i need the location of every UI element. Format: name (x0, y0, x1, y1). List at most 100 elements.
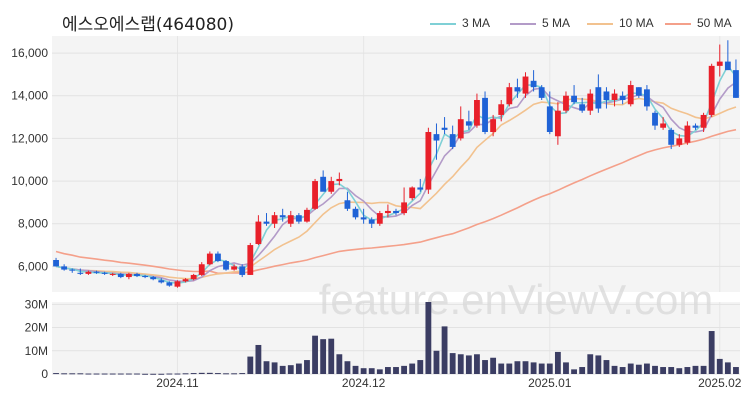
legend-label-5ma: 5 MA (542, 16, 571, 30)
volume-bar (457, 354, 464, 374)
volume-bar (530, 362, 537, 374)
candle-down (320, 176, 327, 192)
volume-bar (644, 363, 650, 374)
candle-up (271, 215, 278, 224)
volume-bar (287, 365, 294, 374)
candle-down (546, 106, 553, 132)
volume-bar (142, 373, 148, 375)
volume-bar (425, 302, 432, 374)
candle-up (206, 253, 213, 265)
candle-down (69, 269, 76, 271)
candle-down (417, 187, 424, 190)
volume-bar (514, 361, 521, 374)
candle-down (514, 87, 521, 92)
volume-bar (482, 360, 488, 374)
volume-bar (166, 373, 173, 375)
volume-bar (61, 373, 68, 375)
volume-bar (239, 373, 246, 375)
volume-bar (563, 362, 569, 374)
candle-up (182, 279, 189, 282)
volume-panel (52, 302, 740, 374)
x-tick-label: 2024.11 (156, 376, 199, 390)
candle-down (263, 221, 270, 224)
candle-down (166, 282, 173, 286)
candle-down (644, 89, 650, 107)
candle-up (401, 202, 408, 214)
candle-up (457, 119, 464, 139)
volume-bar (635, 364, 642, 374)
price-tick-label: 6,000 (18, 259, 48, 273)
candle-up (627, 85, 634, 105)
volume-bar (708, 331, 715, 374)
volume-bar (352, 365, 359, 374)
candle-up (708, 65, 715, 115)
chart-legend: 3 MA 5 MA 10 MA 50 MA (430, 16, 740, 32)
volume-bar (271, 362, 278, 374)
volume-tick-label: 20M (25, 321, 48, 335)
candle-up (190, 274, 197, 280)
volume-bar (304, 360, 310, 374)
volume-bar (336, 354, 343, 374)
volume-bar (498, 363, 505, 374)
candle-up (554, 110, 561, 137)
volume-bar (384, 367, 391, 374)
candle-down (393, 210, 399, 214)
volume-bar (449, 353, 456, 374)
volume-bar (603, 360, 610, 374)
candle-down (538, 87, 545, 98)
candle-up (312, 181, 318, 209)
ma50-line (55, 128, 737, 275)
volume-bar (409, 363, 416, 374)
candle-down (652, 112, 658, 126)
volume-bar (401, 365, 408, 374)
volume-bar (417, 360, 424, 374)
candle-up (328, 181, 335, 192)
candle-down (619, 95, 626, 100)
candle-down (239, 266, 246, 275)
volume-bar (53, 373, 59, 375)
candle-down (692, 125, 699, 128)
volume-bar (684, 367, 691, 374)
candle-up (522, 76, 529, 94)
candle-down (635, 87, 642, 96)
candle-down (77, 272, 84, 274)
candle-down (579, 104, 586, 111)
candle-down (352, 208, 359, 218)
price-tick-label: 8,000 (18, 217, 48, 231)
volume-bar (595, 355, 602, 374)
volume-bar (587, 354, 594, 374)
volume-bar (627, 363, 634, 374)
legend-item-50ma: 50 MA (665, 16, 732, 30)
volume-tick-label: 30M (25, 297, 48, 311)
volume-bar (724, 362, 731, 374)
volume-bar (279, 365, 286, 374)
candle-up (700, 114, 707, 128)
candle-down (368, 219, 375, 224)
candle-up (231, 266, 238, 270)
volume-bar (506, 363, 513, 374)
volume-bar (692, 365, 699, 374)
legend-item-5ma: 5 MA (510, 16, 570, 30)
candle-up (409, 187, 416, 199)
volume-bar (376, 369, 383, 374)
candle-down (449, 134, 456, 147)
ma10-line (55, 97, 737, 280)
volume-bar (433, 350, 440, 374)
volume-bar (611, 365, 618, 374)
volume-bar (328, 338, 335, 374)
volume-bar (190, 373, 197, 375)
volume-bar (158, 373, 165, 375)
volume-bar (538, 363, 545, 374)
candle-up (587, 93, 594, 111)
watermark: feature.enViewV.com (319, 276, 714, 323)
volume-bar (198, 372, 205, 374)
candle-down (668, 129, 675, 145)
candle-up (125, 273, 132, 278)
volume-bar (668, 367, 675, 374)
volume-bar (255, 344, 262, 374)
volume-bar (522, 361, 529, 374)
candle-down (158, 280, 165, 283)
candle-down (530, 80, 537, 88)
